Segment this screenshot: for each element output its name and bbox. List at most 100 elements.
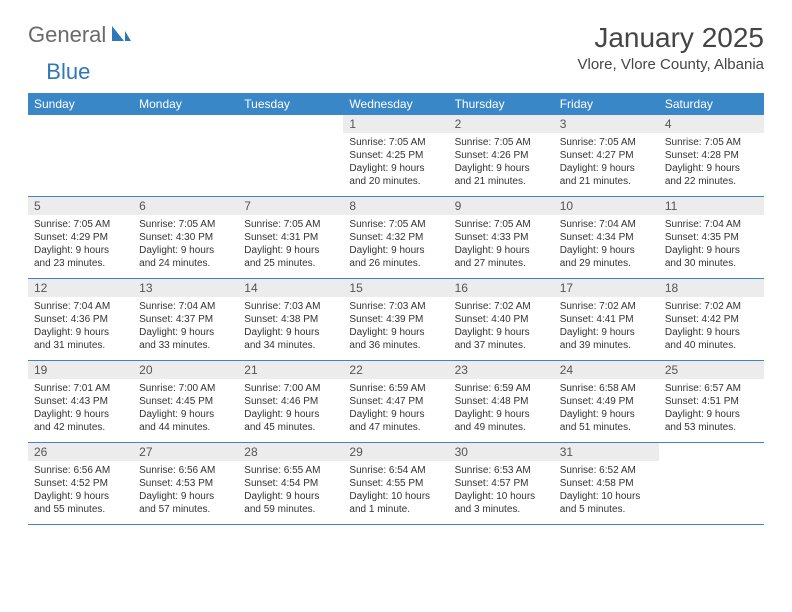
day-cell: 29Sunrise: 6:54 AMSunset: 4:55 PMDayligh… bbox=[343, 443, 448, 524]
day-cell: 10Sunrise: 7:04 AMSunset: 4:34 PMDayligh… bbox=[554, 197, 659, 278]
weekday-friday: Friday bbox=[554, 93, 659, 115]
day-line: and 49 minutes. bbox=[455, 421, 548, 434]
day-line: Sunrise: 7:05 AM bbox=[34, 218, 127, 231]
day-number: 30 bbox=[449, 443, 554, 461]
day-body: Sunrise: 7:05 AMSunset: 4:25 PMDaylight:… bbox=[343, 133, 448, 196]
weekday-monday: Monday bbox=[133, 93, 238, 115]
day-line: Sunrise: 6:59 AM bbox=[455, 382, 548, 395]
day-line: Daylight: 9 hours bbox=[455, 244, 548, 257]
day-line: Sunset: 4:38 PM bbox=[244, 313, 337, 326]
day-line: Sunrise: 7:00 AM bbox=[139, 382, 232, 395]
day-line: and 59 minutes. bbox=[244, 503, 337, 516]
day-line: Sunrise: 7:02 AM bbox=[560, 300, 653, 313]
day-line: Sunrise: 7:04 AM bbox=[34, 300, 127, 313]
day-cell: 15Sunrise: 7:03 AMSunset: 4:39 PMDayligh… bbox=[343, 279, 448, 360]
day-cell: 25Sunrise: 6:57 AMSunset: 4:51 PMDayligh… bbox=[659, 361, 764, 442]
day-body: Sunrise: 7:05 AMSunset: 4:27 PMDaylight:… bbox=[554, 133, 659, 196]
weeks: 1Sunrise: 7:05 AMSunset: 4:25 PMDaylight… bbox=[28, 115, 764, 525]
day-line: Daylight: 9 hours bbox=[560, 326, 653, 339]
day-cell bbox=[28, 115, 133, 196]
day-line: Sunset: 4:43 PM bbox=[34, 395, 127, 408]
day-body: Sunrise: 6:57 AMSunset: 4:51 PMDaylight:… bbox=[659, 379, 764, 442]
weekday-wednesday: Wednesday bbox=[343, 93, 448, 115]
day-line: Sunrise: 7:02 AM bbox=[455, 300, 548, 313]
day-line: Daylight: 9 hours bbox=[244, 326, 337, 339]
day-line: Daylight: 9 hours bbox=[455, 408, 548, 421]
day-line: Sunset: 4:55 PM bbox=[349, 477, 442, 490]
week-row: 5Sunrise: 7:05 AMSunset: 4:29 PMDaylight… bbox=[28, 197, 764, 279]
day-body: Sunrise: 6:54 AMSunset: 4:55 PMDaylight:… bbox=[343, 461, 448, 524]
day-line: Sunset: 4:42 PM bbox=[665, 313, 758, 326]
day-line: and 34 minutes. bbox=[244, 339, 337, 352]
day-line: Sunset: 4:48 PM bbox=[455, 395, 548, 408]
day-line: and 36 minutes. bbox=[349, 339, 442, 352]
day-line: Sunrise: 6:54 AM bbox=[349, 464, 442, 477]
day-number: 26 bbox=[28, 443, 133, 461]
day-number: 19 bbox=[28, 361, 133, 379]
day-line: Sunrise: 7:00 AM bbox=[244, 382, 337, 395]
day-line: Daylight: 9 hours bbox=[34, 326, 127, 339]
day-number: 29 bbox=[343, 443, 448, 461]
day-line: and 25 minutes. bbox=[244, 257, 337, 270]
day-number: 14 bbox=[238, 279, 343, 297]
day-line: Sunset: 4:54 PM bbox=[244, 477, 337, 490]
day-line: Sunrise: 6:56 AM bbox=[139, 464, 232, 477]
day-number: 16 bbox=[449, 279, 554, 297]
day-cell: 13Sunrise: 7:04 AMSunset: 4:37 PMDayligh… bbox=[133, 279, 238, 360]
day-line: Sunset: 4:36 PM bbox=[34, 313, 127, 326]
day-line: Sunrise: 7:05 AM bbox=[455, 136, 548, 149]
day-body: Sunrise: 7:05 AMSunset: 4:31 PMDaylight:… bbox=[238, 215, 343, 278]
week-row: 12Sunrise: 7:04 AMSunset: 4:36 PMDayligh… bbox=[28, 279, 764, 361]
day-line: Sunrise: 7:05 AM bbox=[349, 136, 442, 149]
day-line: Sunrise: 7:05 AM bbox=[560, 136, 653, 149]
day-line: and 40 minutes. bbox=[665, 339, 758, 352]
day-cell: 21Sunrise: 7:00 AMSunset: 4:46 PMDayligh… bbox=[238, 361, 343, 442]
day-number: 6 bbox=[133, 197, 238, 215]
day-line: Sunset: 4:53 PM bbox=[139, 477, 232, 490]
day-cell bbox=[659, 443, 764, 524]
day-line: Daylight: 10 hours bbox=[455, 490, 548, 503]
day-body: Sunrise: 6:56 AMSunset: 4:52 PMDaylight:… bbox=[28, 461, 133, 524]
day-body: Sunrise: 7:01 AMSunset: 4:43 PMDaylight:… bbox=[28, 379, 133, 442]
day-line: Sunset: 4:41 PM bbox=[560, 313, 653, 326]
day-body: Sunrise: 7:04 AMSunset: 4:36 PMDaylight:… bbox=[28, 297, 133, 360]
day-line: Sunrise: 7:04 AM bbox=[665, 218, 758, 231]
day-number: 10 bbox=[554, 197, 659, 215]
day-number: 12 bbox=[28, 279, 133, 297]
day-cell: 26Sunrise: 6:56 AMSunset: 4:52 PMDayligh… bbox=[28, 443, 133, 524]
day-number: 13 bbox=[133, 279, 238, 297]
weekday-tuesday: Tuesday bbox=[238, 93, 343, 115]
day-line: Sunrise: 7:04 AM bbox=[560, 218, 653, 231]
month-title: January 2025 bbox=[578, 22, 765, 54]
day-line: and 23 minutes. bbox=[34, 257, 127, 270]
day-cell: 30Sunrise: 6:53 AMSunset: 4:57 PMDayligh… bbox=[449, 443, 554, 524]
day-line: Daylight: 9 hours bbox=[139, 408, 232, 421]
day-body: Sunrise: 6:53 AMSunset: 4:57 PMDaylight:… bbox=[449, 461, 554, 524]
day-line: and 27 minutes. bbox=[455, 257, 548, 270]
day-line: Sunset: 4:27 PM bbox=[560, 149, 653, 162]
day-line: and 26 minutes. bbox=[349, 257, 442, 270]
day-line: and 22 minutes. bbox=[665, 175, 758, 188]
day-line: Sunset: 4:33 PM bbox=[455, 231, 548, 244]
day-line: Sunrise: 7:05 AM bbox=[139, 218, 232, 231]
location: Vlore, Vlore County, Albania bbox=[578, 56, 765, 73]
day-body: Sunrise: 6:59 AMSunset: 4:47 PMDaylight:… bbox=[343, 379, 448, 442]
day-body: Sunrise: 6:59 AMSunset: 4:48 PMDaylight:… bbox=[449, 379, 554, 442]
day-number: 17 bbox=[554, 279, 659, 297]
day-cell: 12Sunrise: 7:04 AMSunset: 4:36 PMDayligh… bbox=[28, 279, 133, 360]
day-line: and 5 minutes. bbox=[560, 503, 653, 516]
day-body: Sunrise: 6:52 AMSunset: 4:58 PMDaylight:… bbox=[554, 461, 659, 524]
week-row: 26Sunrise: 6:56 AMSunset: 4:52 PMDayligh… bbox=[28, 443, 764, 525]
day-line: Sunrise: 7:03 AM bbox=[244, 300, 337, 313]
logo: General bbox=[28, 22, 134, 48]
day-cell: 16Sunrise: 7:02 AMSunset: 4:40 PMDayligh… bbox=[449, 279, 554, 360]
day-line: Sunrise: 7:01 AM bbox=[34, 382, 127, 395]
day-line: Sunset: 4:30 PM bbox=[139, 231, 232, 244]
day-number: 3 bbox=[554, 115, 659, 133]
day-line: Sunrise: 7:02 AM bbox=[665, 300, 758, 313]
day-line: Sunrise: 6:59 AM bbox=[349, 382, 442, 395]
day-line: Sunset: 4:51 PM bbox=[665, 395, 758, 408]
day-line: Daylight: 9 hours bbox=[244, 408, 337, 421]
day-line: Daylight: 9 hours bbox=[139, 490, 232, 503]
day-line: Sunrise: 6:58 AM bbox=[560, 382, 653, 395]
